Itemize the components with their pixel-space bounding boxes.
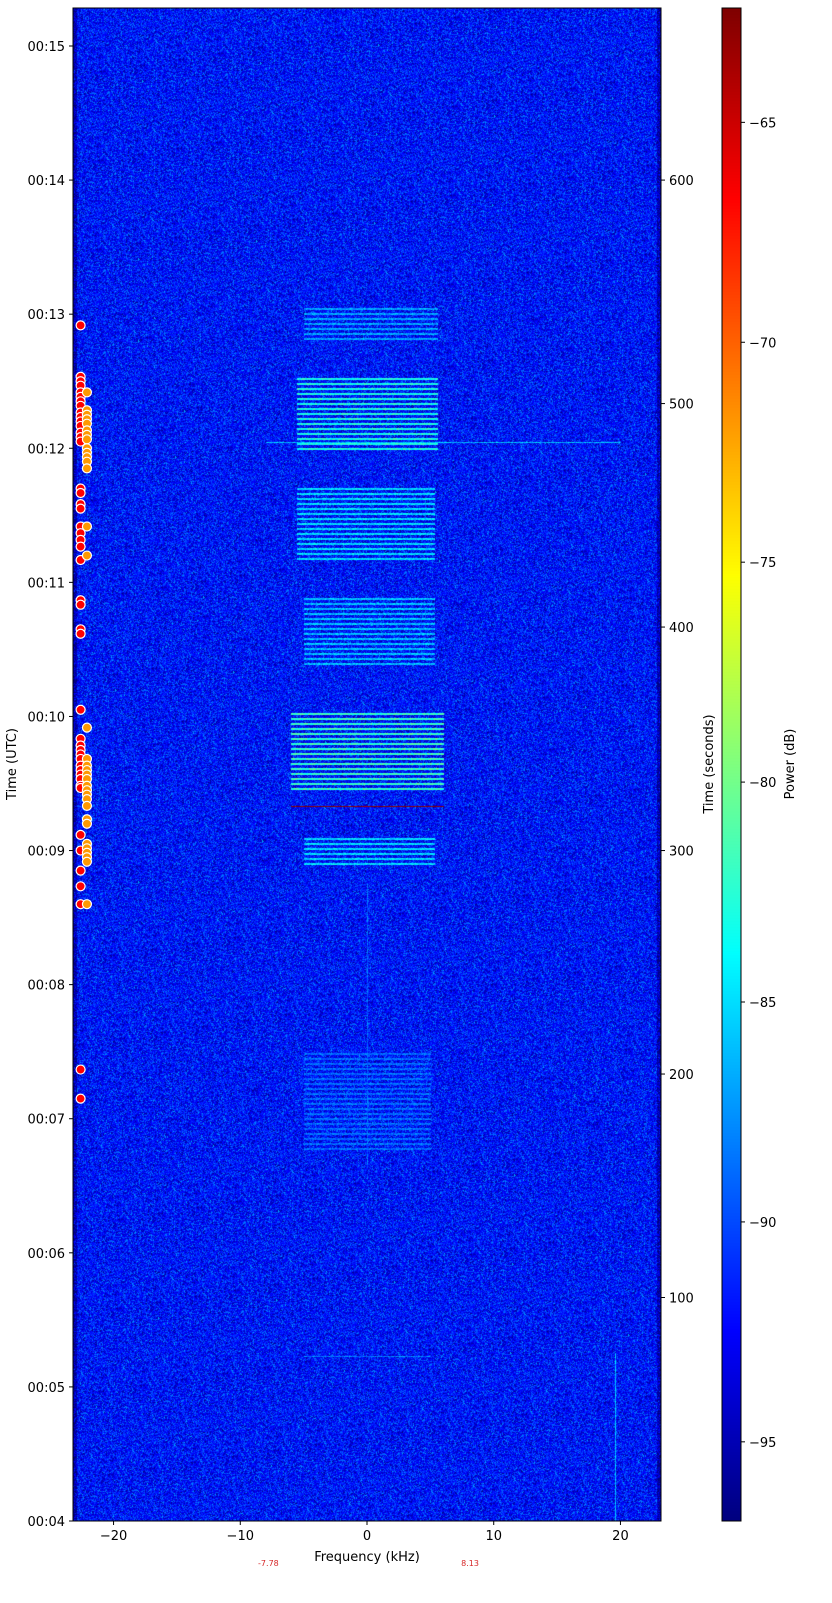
marker-orange bbox=[81, 434, 93, 445]
colorbar-label: Power (dB) bbox=[783, 729, 798, 800]
marker-orange bbox=[81, 463, 93, 474]
axes-layer: −20 −10 0 10 20 00:04 00:05 00:06 00:07 00:08 00:0… bbox=[28, 40, 777, 1568]
colorbar-tick-label: −90 bbox=[749, 1216, 776, 1231]
colorbar-tick-label: −65 bbox=[749, 116, 776, 131]
y-axis-left-label: Time (UTC) bbox=[5, 728, 20, 801]
y-axis-right-label: Time (seconds) bbox=[702, 714, 717, 814]
x-tick-label: 0 bbox=[363, 1529, 371, 1544]
marker-red bbox=[75, 1093, 86, 1104]
marker-red bbox=[75, 599, 86, 610]
colorbar-tick-label: −70 bbox=[749, 336, 776, 351]
marker-red bbox=[75, 704, 86, 715]
colorbar-tick-label: −75 bbox=[749, 556, 776, 571]
marker-orange bbox=[81, 387, 93, 398]
frequency-annotation: -7.78 bbox=[258, 1559, 279, 1568]
y-left-tick-label: 00:15 bbox=[28, 40, 65, 55]
y-left-tick-label: 00:05 bbox=[28, 1381, 65, 1396]
marker-orange bbox=[81, 800, 93, 811]
y-left-tick-label: 00:12 bbox=[28, 442, 65, 457]
y-right-tick-label: 500 bbox=[669, 398, 694, 413]
plot-frame bbox=[72, 7, 662, 1522]
colorbar-tick-label: −85 bbox=[749, 996, 776, 1011]
marker-red bbox=[75, 320, 86, 331]
y-left-tick-label: 00:10 bbox=[28, 710, 65, 725]
y-right-tick-label: 400 bbox=[669, 621, 694, 636]
y-right-tick-label: 200 bbox=[669, 1068, 694, 1083]
colorbar-frame bbox=[721, 7, 742, 1522]
y-left-tick-label: 00:13 bbox=[28, 308, 65, 323]
marker-red bbox=[75, 487, 86, 499]
colorbar-tick-label: −80 bbox=[749, 776, 776, 791]
y-left-tick-label: 00:11 bbox=[28, 576, 65, 591]
marker-red bbox=[75, 865, 86, 876]
y-left-tick-label: 00:09 bbox=[28, 845, 65, 860]
y-left-tick-label: 00:04 bbox=[28, 1515, 65, 1530]
marker-orange bbox=[81, 550, 93, 561]
spectrogram-image bbox=[73, 8, 661, 1521]
colorbar-tick-label: −95 bbox=[749, 1436, 776, 1451]
marker-red bbox=[75, 1064, 86, 1075]
x-tick-label: 10 bbox=[485, 1529, 502, 1544]
y-right-tick-label: 600 bbox=[669, 174, 694, 189]
y-right-tick-label: 100 bbox=[669, 1292, 694, 1307]
y-right-tick-label: 300 bbox=[669, 845, 694, 860]
y-left-tick-label: 00:06 bbox=[28, 1247, 65, 1262]
frequency-annotation: 8.13 bbox=[461, 1559, 479, 1568]
x-axis-label: Frequency (kHz) bbox=[314, 1550, 420, 1565]
marker-orange bbox=[81, 818, 93, 829]
marker-red bbox=[75, 541, 86, 552]
y-left-tick-label: 00:08 bbox=[28, 979, 65, 994]
x-tick-label: 20 bbox=[612, 1529, 629, 1544]
marker-orange bbox=[81, 722, 93, 733]
y-left-tick-label: 00:14 bbox=[28, 174, 65, 189]
marker-orange bbox=[81, 899, 93, 910]
marker-red bbox=[75, 628, 86, 639]
marker-red bbox=[75, 881, 86, 892]
marker-red bbox=[75, 503, 86, 514]
markers-layer bbox=[75, 320, 93, 1104]
marker-red bbox=[75, 829, 86, 840]
x-tick-label: −20 bbox=[100, 1529, 127, 1544]
x-tick-label: −10 bbox=[227, 1529, 254, 1544]
colorbar-gradient bbox=[722, 8, 741, 1521]
marker-orange bbox=[81, 521, 93, 532]
marker-orange bbox=[81, 856, 93, 867]
y-left-tick-label: 00:07 bbox=[28, 1113, 65, 1128]
